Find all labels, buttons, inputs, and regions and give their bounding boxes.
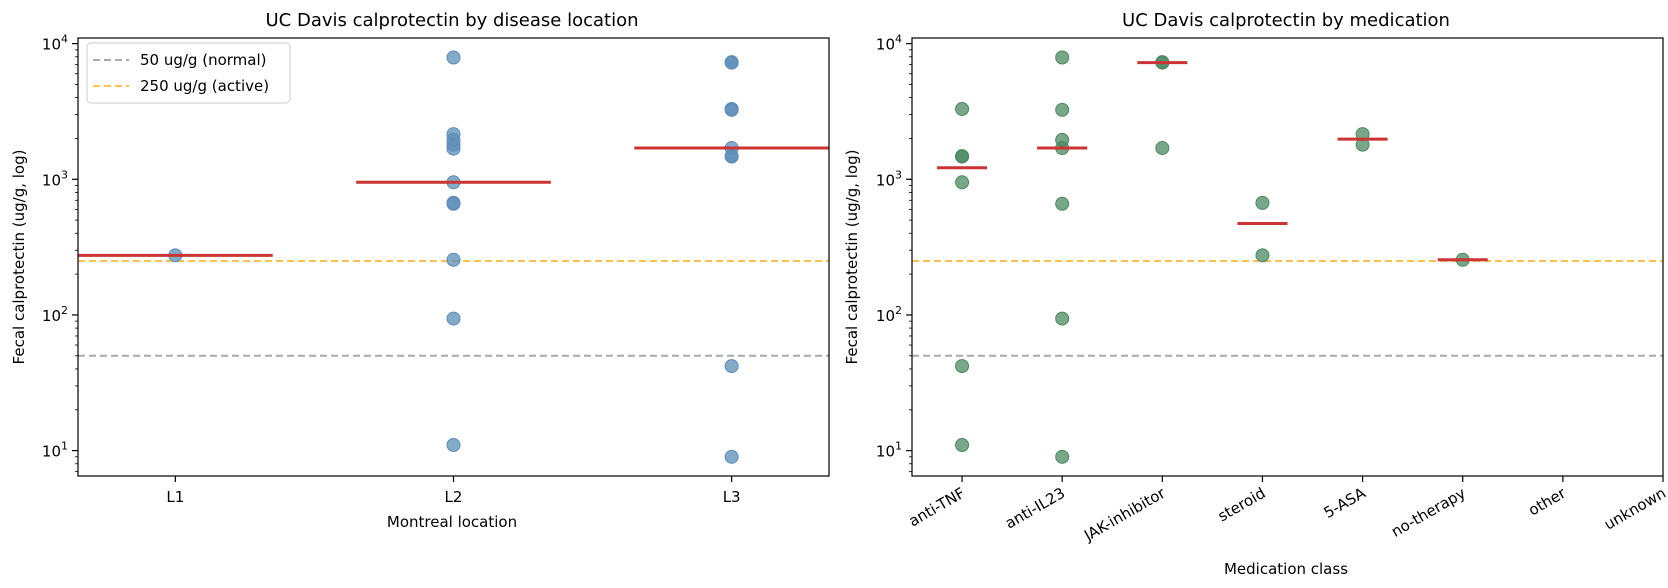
plot-area: 101 102 103 104 anti-TNF anti-IL23 JAK-inhibit… [876,33,1668,546]
y-axis-label: Fecal calprotectin (ug/g, log) [843,150,861,365]
data-point [1055,311,1070,326]
data-point [955,101,970,116]
data-point [1255,195,1270,210]
data-point [446,50,461,65]
axes-frame [911,37,1664,477]
data-point [955,438,970,453]
panel-medication: UC Davis calprotectin by medication Medi… [843,10,1668,578]
panel-location: UC Davis calprotectin by disease locatio… [10,10,830,531]
data-point [446,311,461,326]
data-point [724,359,739,374]
chart-title: UC Davis calprotectin by medication [1122,10,1450,31]
data-point [955,359,970,374]
data-point [1055,102,1070,117]
plot-area: 101 102 103 104 L1 L2 L3 [42,33,830,506]
y-axis-label: Fecal calprotectin (ug/g, log) [10,150,28,365]
data-point [724,102,739,117]
x-tick-label: anti-IL23 [1002,484,1068,533]
data-point [1155,141,1170,156]
x-tick-label: 5-ASA [1321,484,1370,522]
data-point [1055,196,1070,211]
data-point [955,175,970,190]
x-axis-label: Montreal location [387,513,517,531]
y-tick-label: 101 [42,440,68,461]
legend-box [86,42,291,104]
x-tick-label: unknown [1601,484,1668,534]
y-tick-label: 101 [876,440,902,461]
data-point [446,252,461,267]
y-tick-label: 104 [876,33,902,54]
legend-label-normal: 50 ug/g (normal) [140,51,267,69]
y-tick-label: 103 [42,168,68,189]
y-tick-label: 102 [42,304,68,325]
x-tick-label: other [1525,483,1569,519]
chart-title: UC Davis calprotectin by disease locatio… [266,10,639,31]
data-point [446,196,461,211]
y-tick-label: 103 [876,168,902,189]
data-point [1255,248,1270,263]
x-tick-label: anti-TNF [906,484,969,530]
x-tick-label: steroid [1215,484,1269,525]
legend: 50 ug/g (normal) 250 ug/g (active) [86,42,291,104]
y-tick-label: 104 [42,33,68,54]
x-tick-label: L2 [445,488,463,506]
x-tick-label: no-therapy [1388,484,1469,541]
data-point [724,149,739,164]
data-point [724,449,739,464]
x-tick-label: L1 [166,488,184,506]
data-point [955,149,970,164]
data-point [724,55,739,70]
data-point [446,438,461,453]
x-tick-label: L3 [723,488,741,506]
data-point [446,141,461,156]
legend-label-active: 250 ug/g (active) [140,77,269,95]
x-axis-label: Medication class [1224,560,1348,578]
data-point [1055,50,1070,65]
x-tick-label: JAK-inhibitor [1080,483,1169,545]
data-point [1055,449,1070,464]
y-tick-label: 102 [876,304,902,325]
